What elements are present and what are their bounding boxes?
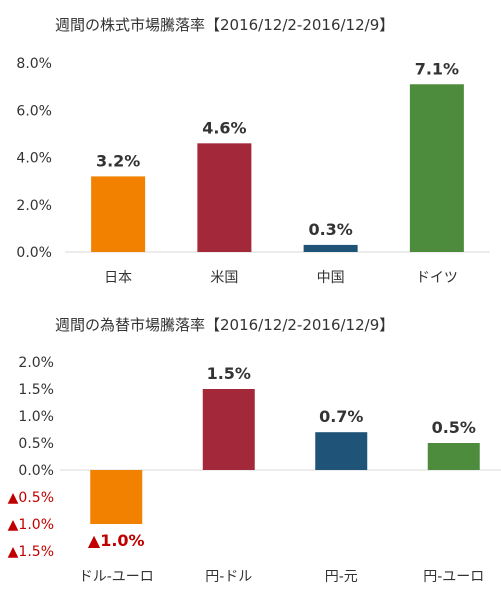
data-label: 4.6%	[202, 118, 246, 137]
y-tick-label: 8.0%	[16, 56, 52, 72]
y-tick-label: 0.0%	[18, 463, 54, 479]
category-label: 日本	[104, 270, 132, 286]
category-label: 円-ドル	[205, 569, 252, 585]
bar	[202, 389, 255, 470]
y-tick-label: 0.5%	[18, 436, 54, 452]
category-label: 中国	[317, 270, 345, 286]
fx-market-chart: 週間の為替市場騰落率【2016/12/2-2016/12/9】 2.0% 1.5%…	[8, 316, 501, 585]
data-label: 0.7%	[319, 407, 363, 426]
category-label: ドイツ	[416, 270, 458, 286]
category-label: 円-元	[325, 569, 358, 585]
category-label: ドル-ユーロ	[79, 569, 154, 585]
bar	[197, 143, 252, 252]
bar	[90, 470, 143, 524]
category-label: 円-ユーロ	[423, 569, 484, 585]
y-tick-label: 2.0%	[18, 355, 54, 371]
y-tick-label: ▲1.0%	[8, 517, 54, 533]
y-tick-label: 2.0%	[16, 198, 52, 214]
bar	[91, 176, 146, 252]
data-label: ▲1.0%	[88, 531, 145, 550]
bar	[303, 244, 358, 252]
data-label: 7.1%	[415, 59, 459, 78]
data-label: 1.5%	[207, 364, 251, 383]
y-tick-label: ▲1.5%	[8, 544, 54, 560]
bar	[409, 84, 464, 252]
bar	[427, 443, 480, 470]
y-tick-label: 6.0%	[16, 103, 52, 119]
data-label: 0.5%	[432, 418, 476, 437]
y-tick-label: 4.0%	[16, 151, 52, 167]
y-tick-label: ▲0.5%	[8, 490, 54, 506]
y-tick-label: 0.0%	[16, 245, 52, 261]
y-tick-label: 1.0%	[18, 409, 54, 425]
data-label: 0.3%	[308, 220, 352, 239]
y-tick-label: 1.5%	[18, 382, 54, 398]
chart-title: 週間の為替市場騰落率【2016/12/2-2016/12/9】	[55, 316, 394, 334]
data-label: 3.2%	[96, 151, 140, 170]
bar	[315, 432, 368, 470]
chart-title: 週間の株式市場騰落率【2016/12/2-2016/12/9】	[55, 16, 394, 34]
category-label: 米国	[210, 270, 238, 286]
stock-market-chart: 週間の株式市場騰落率【2016/12/2-2016/12/9】 0.0% 2.0%…	[16, 16, 490, 286]
